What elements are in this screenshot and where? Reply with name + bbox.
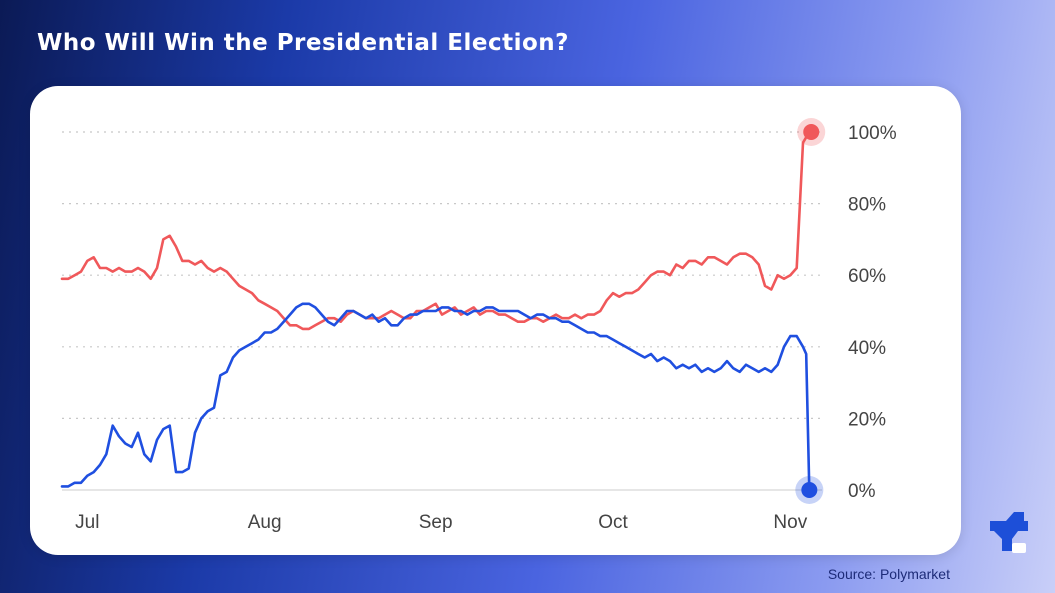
- y-tick-label: 20%: [848, 409, 886, 430]
- x-tick-label: Aug: [248, 512, 282, 533]
- y-tick-label: 60%: [848, 266, 886, 287]
- x-tick-label: Jul: [75, 512, 99, 533]
- page-title: Who Will Win the Presidential Election?: [37, 30, 570, 56]
- y-tick-label: 80%: [848, 195, 886, 216]
- endpoint-marker-red: [803, 124, 820, 140]
- y-tick-label: 0%: [848, 481, 876, 502]
- series-line-blue: [60, 302, 811, 492]
- y-tick-label: 100%: [848, 123, 897, 144]
- x-tick-label: Nov: [773, 512, 807, 533]
- series-line-red: [60, 130, 813, 331]
- y-tick-label: 40%: [848, 338, 886, 359]
- x-tick-label: Sep: [419, 512, 453, 533]
- endpoint-marker-blue: [801, 482, 818, 498]
- brand-logo: [990, 512, 1028, 553]
- source-label: Source: Polymarket: [827, 566, 950, 582]
- chart-card: 0% 20% 40% 60% 80% 100% Jul Aug Sep Oct Nov: [30, 86, 961, 555]
- x-tick-label: Oct: [598, 512, 628, 533]
- line-chart: 0% 20% 40% 60% 80% 100% Jul Aug Sep Oct Nov: [60, 118, 897, 533]
